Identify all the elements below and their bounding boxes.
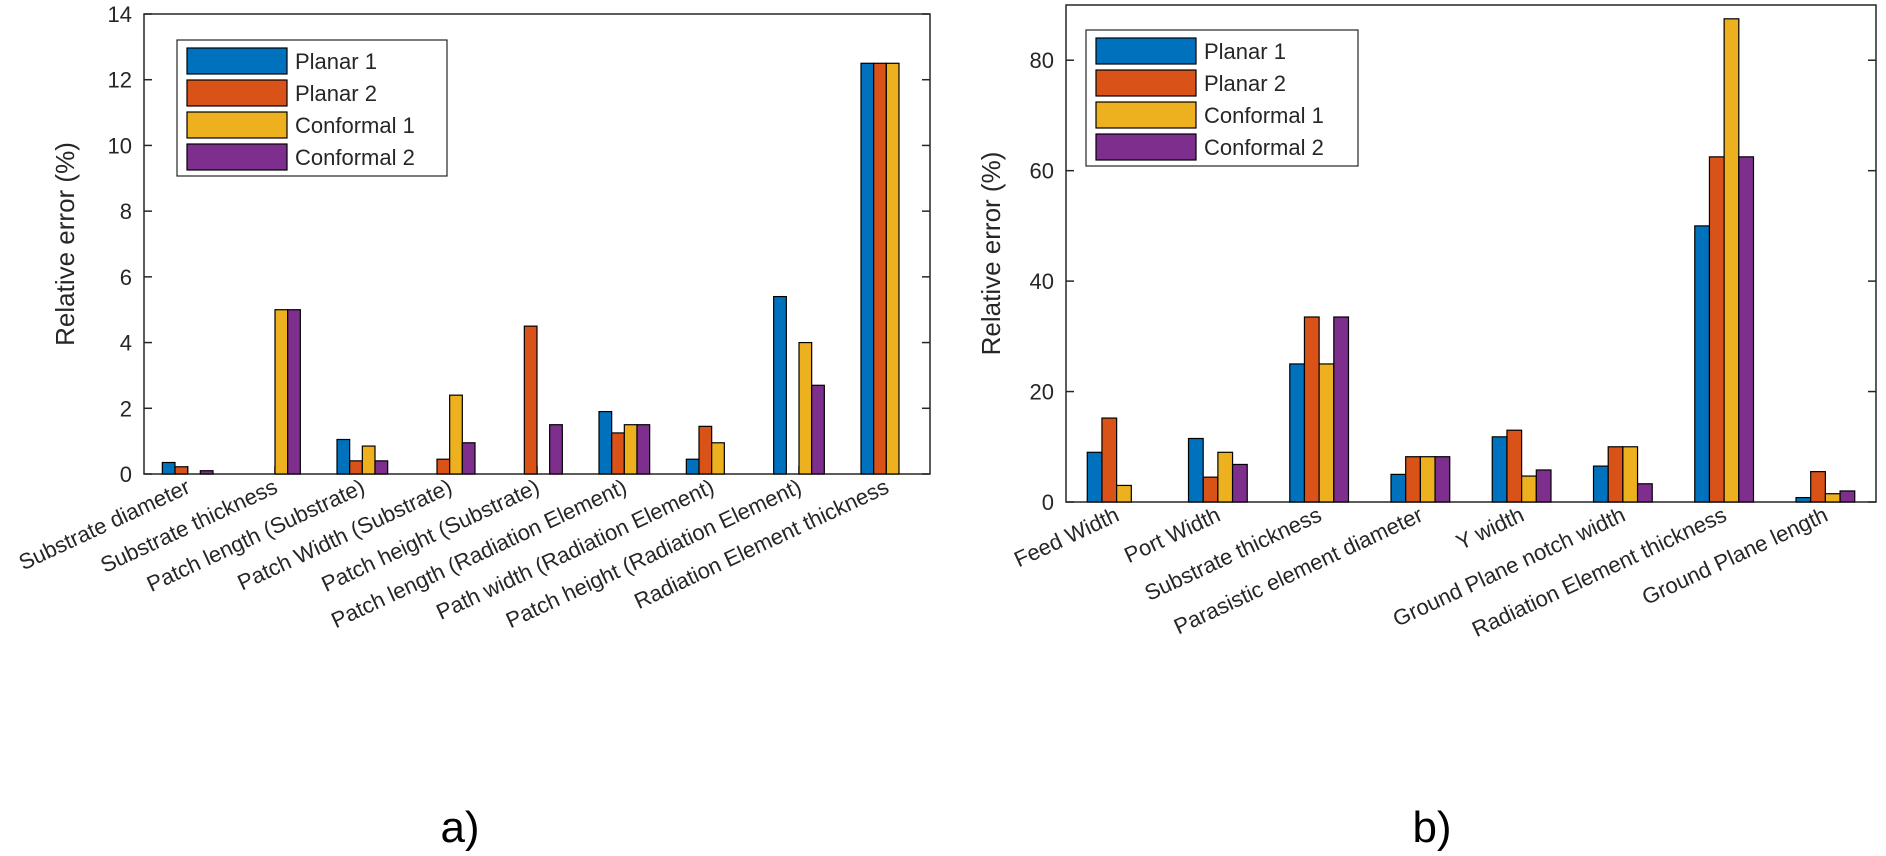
y-tick-label: 6 (120, 265, 132, 290)
bar-planar-2-radiation-element-thickness (1708, 156, 1725, 503)
y-tick-label: 2 (120, 396, 132, 421)
bar-planar-1-patch-height-radiation-element (773, 295, 787, 475)
legend-label-conformal-1: Conformal 1 (295, 113, 415, 138)
bar-planar-1-patch-length-substrate (336, 438, 351, 475)
y-axis-label: Relative error (%) (50, 142, 80, 346)
bar-conformal-2-patch-height-substrate (549, 424, 563, 475)
legend-swatch-conformal-2 (186, 143, 288, 171)
bar-conformal-1-substrate-thickness (1318, 363, 1335, 503)
panel-label-a: a) (440, 803, 479, 852)
bar-conformal-2-y-width (1535, 469, 1552, 503)
bar-conformal-1-feed-width (1116, 484, 1132, 503)
legend-label-planar-1: Planar 1 (1204, 39, 1286, 64)
plot-area-b (1065, 4, 1877, 503)
legend-swatch-conformal-1 (186, 111, 288, 139)
bar-conformal-1-patch-width-substrate (449, 394, 463, 475)
bar-planar-2-ground-plane-length (1810, 471, 1826, 503)
bar-conformal-2-radiation-element-thickness (1738, 156, 1755, 503)
bar-conformal-1-ground-plane-length (1824, 493, 1841, 503)
bar-conformal-2-ground-plane-length (1839, 490, 1856, 503)
bar-planar-2-feed-width (1101, 417, 1118, 503)
y-tick-label: 0 (1042, 490, 1054, 515)
y-tick-label: 40 (1030, 269, 1054, 294)
bar-planar-1-substrate-diameter (161, 461, 176, 475)
bar-conformal-2-substrate-thickness (1333, 316, 1350, 503)
bar-planar-2-ground-plane-notch-width (1607, 446, 1624, 503)
bar-conformal-1-port-width (1217, 451, 1234, 503)
y-tick-label: 14 (108, 2, 132, 27)
y-tick-label: 80 (1030, 48, 1054, 73)
bar-conformal-2-patch-length-radiation-element (636, 424, 651, 475)
legend-label-planar-2: Planar 2 (1204, 71, 1286, 96)
bar-planar-2-patch-height-substrate (523, 325, 538, 475)
bar-conformal-1-parasistic-element-diameter (1419, 456, 1436, 503)
panel-label-b: b) (1412, 803, 1451, 852)
bar-conformal-2-substrate-thickness (287, 309, 301, 475)
legend-label-planar-1: Planar 1 (295, 49, 377, 74)
x-tick-label: Ground Plane length (1638, 502, 1831, 610)
bar-planar-1-radiation-element-thickness (860, 62, 875, 475)
y-tick-label: 10 (108, 133, 132, 158)
bar-planar-1-ground-plane-length (1795, 496, 1812, 503)
y-tick-label: 12 (108, 68, 132, 93)
legend-label-conformal-2: Conformal 2 (1204, 135, 1324, 160)
bar-conformal-1-path-width-radiation-element (711, 442, 725, 475)
legend-swatch-planar-2 (186, 79, 288, 107)
bar-conformal-2-patch-width-substrate (461, 442, 476, 475)
legend-swatch-planar-2 (1095, 69, 1197, 97)
legend-label-planar-2: Planar 2 (295, 81, 377, 106)
y-tick-label: 60 (1030, 159, 1054, 184)
bar-conformal-2-substrate-diameter (199, 470, 214, 475)
bar-planar-2-path-width-radiation-element (698, 425, 713, 475)
x-tick-label: Feed Width (1010, 502, 1123, 572)
bar-planar-1-ground-plane-notch-width (1592, 465, 1609, 503)
bar-planar-2-y-width (1506, 429, 1523, 503)
bar-planar-2-radiation-element-thickness (873, 62, 887, 475)
legend-swatch-conformal-2 (1095, 133, 1197, 161)
bar-planar-1-port-width (1187, 437, 1204, 503)
bar-planar-1-substrate-thickness (1289, 363, 1306, 503)
bar-conformal-1-substrate-thickness (274, 309, 289, 475)
bar-planar-1-parasistic-element-diameter (1390, 473, 1407, 503)
bar-planar-2-parasistic-element-diameter (1405, 456, 1421, 503)
bar-conformal-1-patch-length-substrate (361, 445, 376, 475)
bar-planar-1-radiation-element-thickness (1694, 225, 1711, 503)
bar-conformal-1-radiation-element-thickness (1723, 18, 1740, 503)
bar-conformal-2-parasistic-element-diameter (1434, 456, 1451, 503)
bar-conformal-1-patch-height-radiation-element (798, 341, 813, 475)
legend-label-conformal-1: Conformal 1 (1204, 103, 1324, 128)
bar-planar-2-substrate-diameter (174, 466, 189, 475)
bar-planar-2-patch-length-radiation-element (611, 432, 625, 475)
y-tick-label: 0 (120, 462, 132, 487)
bar-conformal-1-y-width (1521, 475, 1537, 503)
bar-conformal-2-patch-height-radiation-element (811, 384, 825, 475)
bar-planar-1-feed-width (1086, 451, 1103, 503)
bar-planar-2-patch-width-substrate (436, 458, 451, 475)
bar-planar-2-patch-length-substrate (349, 460, 363, 475)
bar-conformal-1-ground-plane-notch-width (1622, 446, 1639, 503)
bar-conformal-2-ground-plane-notch-width (1636, 483, 1653, 503)
bar-conformal-2-port-width (1231, 463, 1248, 503)
legend-swatch-planar-1 (186, 47, 288, 75)
bar-conformal-1-patch-length-radiation-element (623, 424, 638, 475)
legend-swatch-conformal-1 (1095, 101, 1197, 129)
bar-planar-1-path-width-radiation-element (685, 458, 700, 475)
legend-label-conformal-2: Conformal 2 (295, 145, 415, 170)
y-axis-label: Relative error (%) (976, 152, 1006, 356)
bar-planar-1-patch-length-radiation-element (598, 410, 613, 475)
bar-planar-2-port-width (1202, 476, 1219, 503)
y-tick-label: 4 (120, 331, 132, 356)
bar-planar-2-substrate-thickness (1303, 316, 1320, 503)
x-tick-label: Y width (1452, 502, 1528, 555)
legend-swatch-planar-1 (1095, 37, 1197, 65)
bar-planar-1-y-width (1491, 436, 1508, 503)
bar-conformal-1-radiation-element-thickness (885, 62, 900, 475)
y-tick-label: 8 (120, 199, 132, 224)
y-tick-label: 20 (1030, 380, 1054, 405)
bar-conformal-2-patch-length-substrate (374, 460, 389, 475)
